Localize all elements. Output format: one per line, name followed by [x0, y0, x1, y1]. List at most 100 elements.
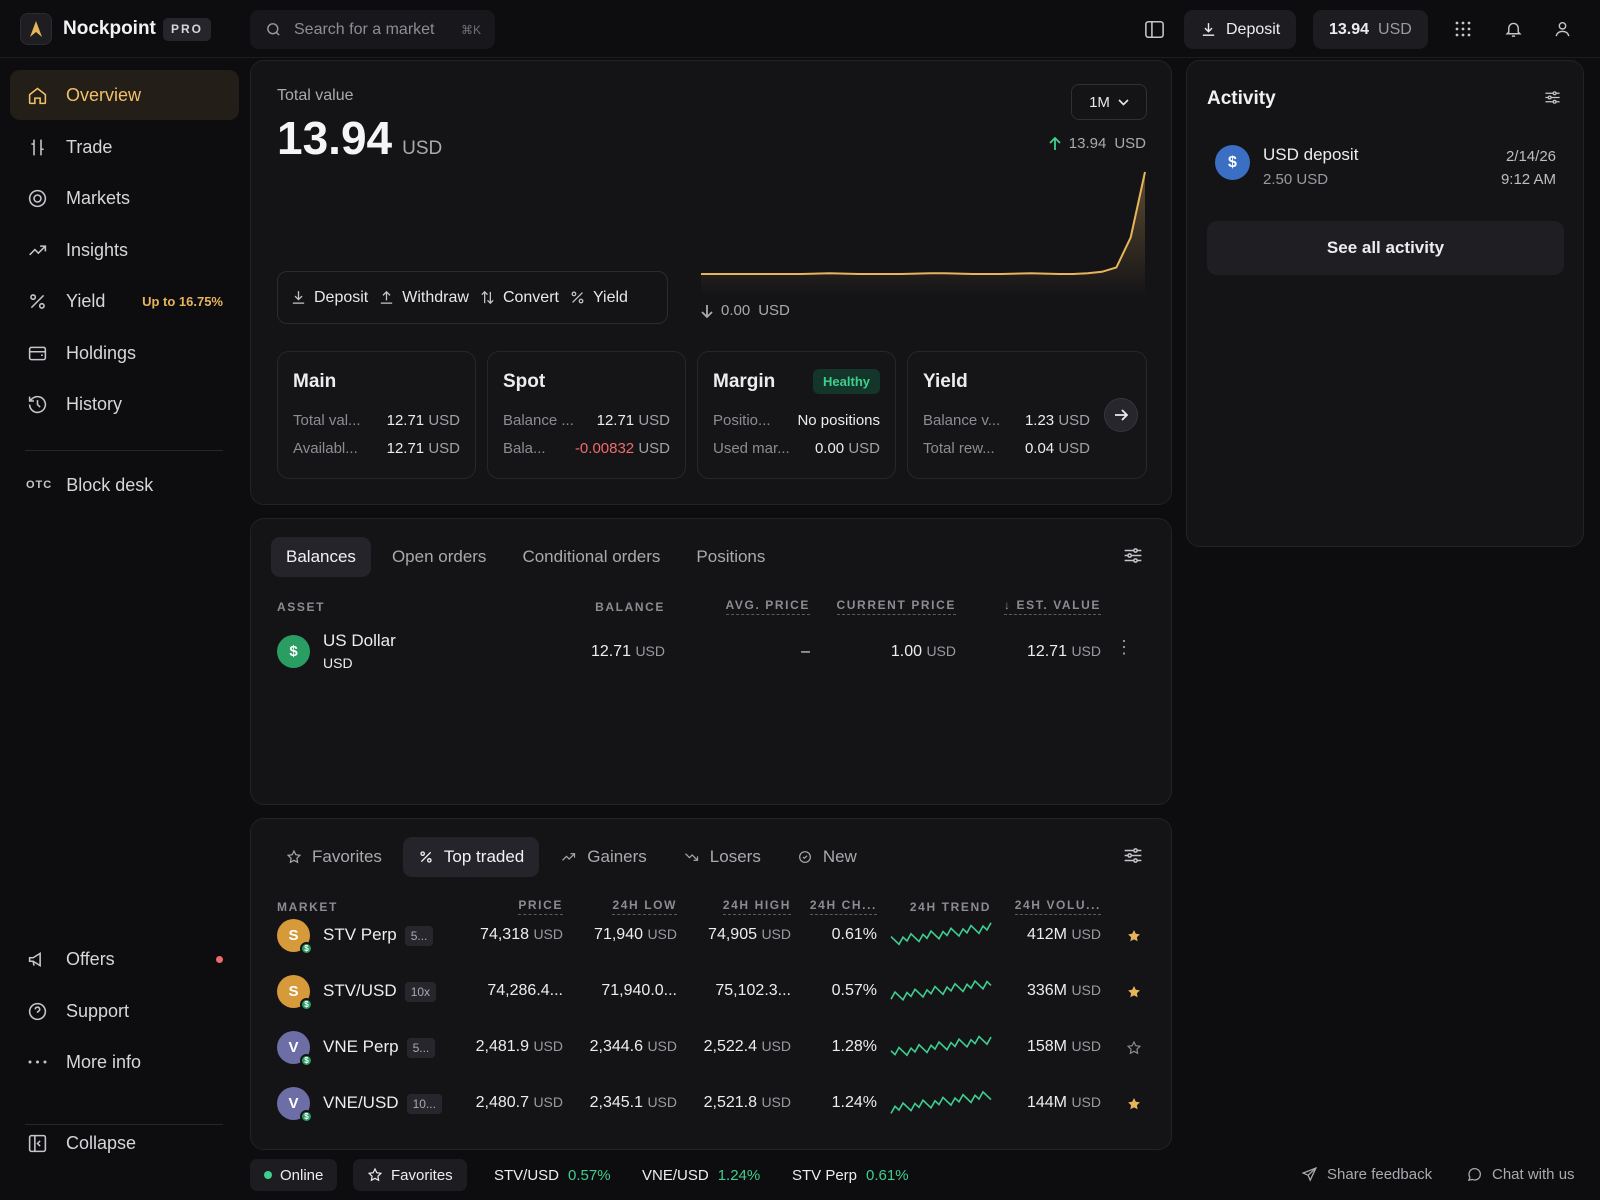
collapse-sidebar-button[interactable]: Collapse [10, 1118, 239, 1168]
row-unit: USD [638, 440, 670, 457]
share-feedback-label: Share feedback [1327, 1166, 1433, 1183]
wallet-icon [26, 342, 48, 364]
header-deposit-label: Deposit [1226, 20, 1281, 38]
sidebar-item-markets[interactable]: Markets [10, 173, 239, 223]
total-value: 13.94 USD [277, 111, 442, 165]
logo[interactable] [20, 13, 52, 45]
row-value: 12.71 [386, 412, 425, 429]
account-card-yield[interactable]: Yield Balance v... 1.23 USD Total rew... 0… [907, 351, 1147, 479]
sidebar-item-support[interactable]: Support [10, 986, 239, 1036]
column-24h-high[interactable]: 24H HIGH [722, 898, 791, 915]
sidebar-item-block-desk[interactable]: OTC Block desk [10, 460, 239, 510]
markets-filter-button[interactable] [1123, 847, 1143, 864]
sidebar-item-more-info[interactable]: More info [10, 1037, 239, 1087]
header-balance-unit: USD [1378, 20, 1412, 38]
sidebar-item-holdings[interactable]: Holdings [10, 328, 239, 378]
tab-losers[interactable]: Losers [668, 837, 776, 877]
sidebar-item-label: Holdings [66, 342, 137, 363]
sidebar-item-overview[interactable]: Overview [10, 70, 239, 120]
swap-icon [481, 290, 494, 305]
connection-status-label: Online [280, 1166, 324, 1184]
column-balance[interactable]: BALANCE [595, 600, 665, 614]
tab-new[interactable]: New [782, 837, 872, 877]
tab-conditional-orders[interactable]: Conditional orders [522, 547, 661, 566]
ticker-item[interactable]: STV/USD 0.57% [494, 1167, 611, 1184]
column-asset: ASSET [277, 600, 326, 614]
profile-button[interactable] [1547, 14, 1577, 44]
see-all-activity-button[interactable]: See all activity [1207, 221, 1564, 275]
time-range-select[interactable]: 1M [1071, 84, 1147, 120]
sidebar-item-offers[interactable]: Offers [10, 934, 239, 984]
favorite-toggle-button[interactable] [1126, 928, 1142, 944]
tab-favorites[interactable]: Favorites [271, 837, 397, 877]
account-card-margin[interactable]: Margin Healthy Positio... No positions Us… [697, 351, 896, 479]
favorite-toggle-button[interactable] [1126, 984, 1142, 1000]
search-input[interactable]: Search for a market ⌘K [250, 10, 495, 49]
ticker-pair: STV/USD [494, 1167, 560, 1184]
share-feedback-button[interactable]: Share feedback [1301, 1166, 1432, 1183]
tab-balances[interactable]: Balances [271, 537, 371, 577]
layout-toggle-button[interactable] [1139, 14, 1169, 44]
deposit-action-button[interactable]: Deposit [290, 289, 368, 307]
sidebar-layout-icon [1144, 20, 1164, 38]
balances-filter-button[interactable] [1123, 547, 1143, 564]
favorites-ticker-button[interactable]: Favorites [353, 1159, 467, 1191]
sliders-icon [1545, 91, 1560, 104]
column-avg-price[interactable]: AVG. PRICE [725, 598, 810, 615]
apps-button[interactable] [1448, 14, 1478, 44]
yield-action-button[interactable]: Yield [569, 289, 628, 307]
sidebar-item-label: Markets [66, 187, 131, 208]
column-24h-low[interactable]: 24H LOW [612, 898, 677, 915]
activity-filter-button[interactable] [1544, 90, 1561, 105]
sidebar-item-insights[interactable]: Insights [10, 225, 239, 275]
arrow-up-icon [1049, 136, 1061, 150]
account-card-main[interactable]: Main Total val... 12.71 USD Availabl... 12… [277, 351, 476, 479]
favorite-toggle-button[interactable] [1126, 1040, 1142, 1056]
header-balance-button[interactable]: 13.94 USD [1313, 10, 1428, 49]
header-deposit-button[interactable]: Deposit [1184, 10, 1297, 49]
market-trend-sparkline [890, 922, 992, 946]
tab-positions[interactable]: Positions [696, 547, 766, 566]
header-balance-value: 13.94 [1329, 20, 1370, 38]
market-24h-high: 75,102.3... [715, 982, 791, 999]
market-coin-icon: V $ [277, 1087, 313, 1123]
withdraw-action-button[interactable]: Withdraw [378, 289, 469, 307]
row-key: Used mar... [713, 440, 790, 457]
ticker-item[interactable]: VNE/USD 1.24% [642, 1167, 760, 1184]
market-24h-high: 74,905 [708, 926, 757, 943]
column-est-value[interactable]: ↓ EST. VALUE [1003, 598, 1101, 615]
sidebar-item-yield[interactable]: Yield Up to 16.75% [10, 276, 239, 326]
coin-letter: V [288, 1039, 299, 1056]
download-icon [1202, 23, 1215, 36]
connection-status[interactable]: Online [250, 1159, 338, 1191]
usd-coin-icon: $ [277, 635, 310, 668]
market-price: 74,318 [480, 926, 529, 943]
favorites-label: Favorites [391, 1166, 453, 1184]
convert-action-button[interactable]: Convert [479, 289, 559, 307]
chat-button[interactable]: Chat with us [1466, 1166, 1575, 1183]
row-key: Positio... [713, 412, 771, 429]
sidebar-item-history[interactable]: History [10, 379, 239, 429]
favorite-toggle-button[interactable] [1126, 1096, 1142, 1112]
tab-open-orders[interactable]: Open orders [391, 547, 487, 566]
column-current-price[interactable]: CURRENT PRICE [836, 598, 956, 615]
offers-notification-dot [216, 955, 223, 963]
activity-item-amount: 2.50 USD [1263, 171, 1329, 188]
account-card-spot[interactable]: Spot Balance ... 12.71 USD Bala... -0.0083… [487, 351, 686, 479]
column-price[interactable]: PRICE [518, 898, 563, 915]
sidebar-item-trade[interactable]: Trade [10, 122, 239, 172]
sparkline-line [701, 171, 1146, 275]
tab-top-traded[interactable]: Top traded [402, 837, 540, 877]
column-24h-volume[interactable]: 24H VOLU... [1014, 898, 1101, 915]
leverage-badge: 10x [404, 981, 437, 1002]
tab-gainers[interactable]: Gainers [545, 837, 662, 877]
column-24h-change[interactable]: 24H CH... [809, 898, 877, 915]
star-filled-icon [1128, 1098, 1140, 1110]
notifications-button[interactable] [1498, 14, 1528, 44]
markets-tabs: Favorites Top traded Gainers Losers New [271, 837, 872, 877]
trend-line [890, 1090, 992, 1114]
ticker-item[interactable]: STV Perp 0.61% [792, 1167, 909, 1184]
next-accounts-button[interactable] [1104, 398, 1138, 432]
row-menu-button[interactable]: ⋮ [1115, 637, 1133, 657]
unit: USD [533, 1038, 563, 1054]
